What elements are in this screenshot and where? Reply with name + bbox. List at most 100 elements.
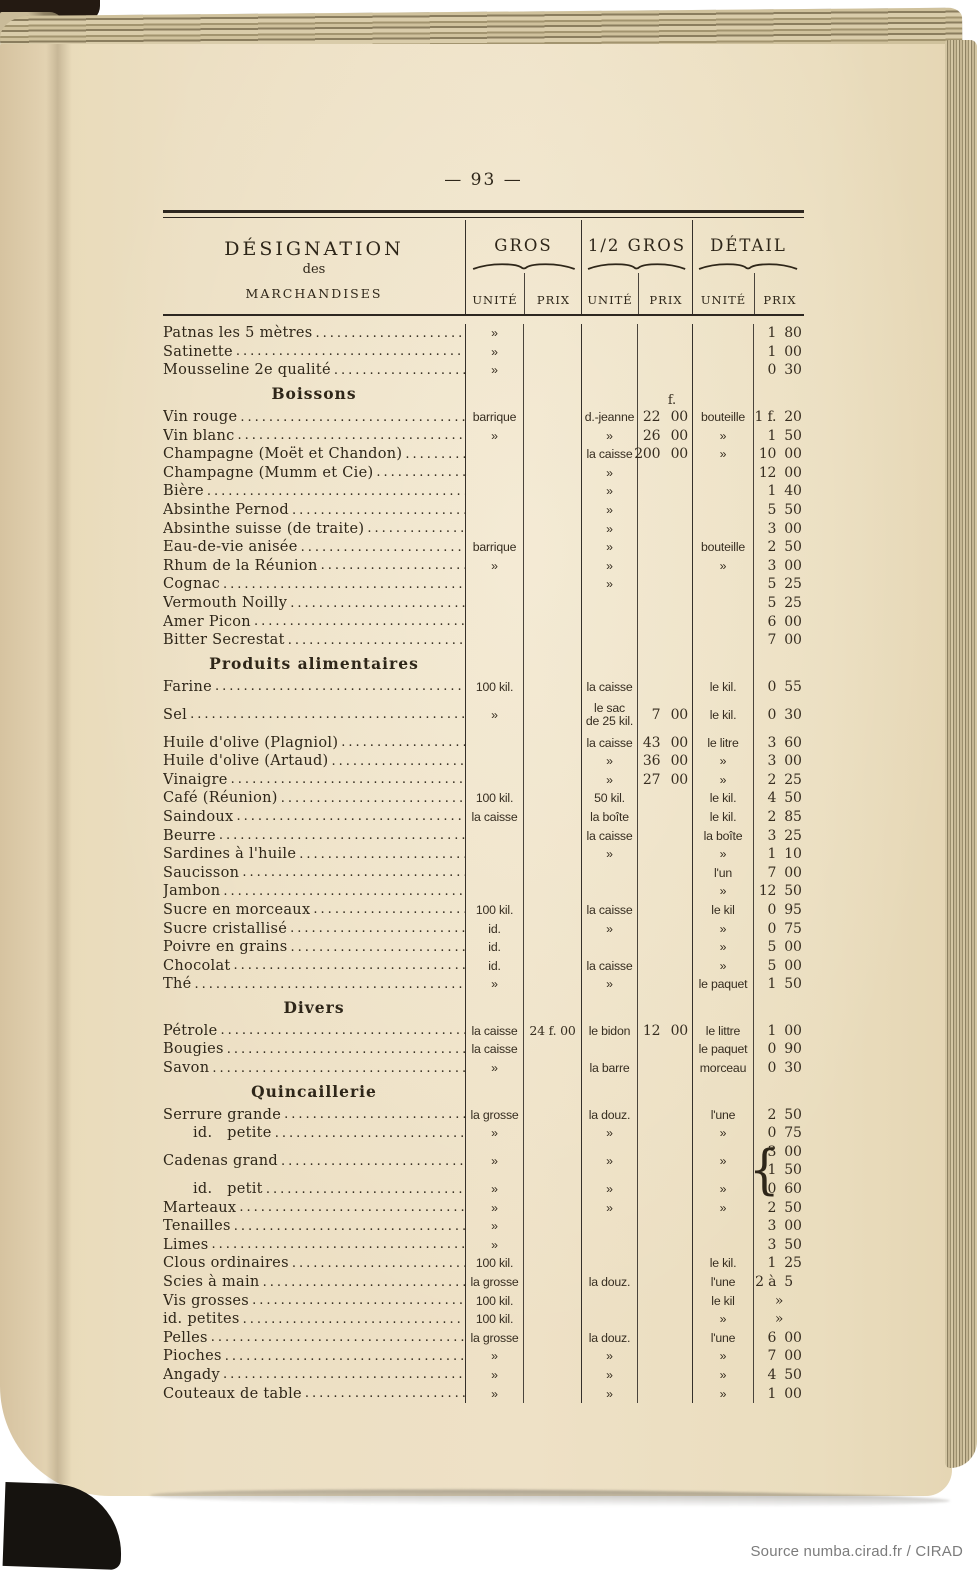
price-francs: 0 [767,920,777,937]
gros-price-cell [523,789,581,808]
detail-price-cell: 2 à 5 [753,1272,804,1292]
detail-price-cell [753,993,804,1022]
gros-unit-cell: 100 kil. [465,900,523,920]
demi-gros-unit-cell: la boîte [581,807,637,827]
demi-gros-unit-cell [581,324,637,343]
gros-unit-cell [465,826,523,845]
gros-price-cell [523,1179,581,1199]
gros-unit-cell: » [465,426,523,445]
table-row: Clous ordinaires 100 kil. le kil. 1 25 [163,1254,804,1273]
gros-price-cell [523,361,581,380]
designation-cell: Amer Picon [163,612,465,631]
price-line: 1 50 [754,1161,804,1179]
demi-gros-unit-cell: » [581,1179,637,1199]
detail-unit-cell: » [692,1142,753,1180]
designation-cell: Poivre en grains [163,938,465,957]
gros-unit-cell: » [465,1365,523,1385]
price-francs: 0 [767,362,777,379]
gros-price-cell [523,1216,581,1236]
designation-cell: Sel [163,696,465,733]
gros-unit-cell: » [465,975,523,994]
price-centimes: 00 [784,520,802,537]
gros-unit-cell [465,444,523,464]
detail-price-cell: 3 00 [753,751,804,771]
header-brace-squiggle [472,263,575,270]
detail-price-cell: 0 95 [753,900,804,920]
section-row: Produits alimentaires [163,649,804,678]
table-row: Bitter Secrestat 7 00 [163,630,804,650]
gros-unit-cell: » [465,1384,523,1403]
gros-price-cell [523,593,581,613]
price-francs: 12 [758,464,777,481]
item-label: Vin rouge [163,409,238,426]
price-centimes: 25 [784,1255,802,1272]
demi-gros-unit-cell: » [581,975,637,994]
detail-unit-cell: bouteille [692,407,753,427]
detail-price-cell: 6 00 [753,1328,804,1348]
gros-unit-cell: » [465,1123,523,1143]
dot-leader [233,344,465,359]
table-row: Huile d'olive (Artaud) »36 00» 3 00 [163,751,804,771]
detail-price-cell: 5 25 [753,593,804,613]
item-label: Absinthe suisse (de traite) [163,520,365,537]
group-header-detail: DÉTAIL UNITÉ PRIX [692,220,804,314]
detail-price-cell: 3 00 [753,556,804,576]
gros-price-cell [523,649,581,678]
price-centimes: 50 [784,1162,802,1179]
price-francs: 3 [767,827,777,844]
item-label: Café (Réunion) [163,790,278,807]
demi-gros-price-cell [637,900,692,920]
price-francs: 1 [767,1255,777,1272]
price-centimes: 75 [784,920,802,937]
demi-gros-unit-cell: » [581,482,637,501]
detail-price-cell: 0 60 [753,1179,804,1199]
demi-gros-unit-cell [581,1077,637,1106]
gros-price-cell [523,575,581,594]
dot-leader [278,791,465,806]
price-francs: 7 [767,632,777,649]
dot-leader [263,1182,465,1197]
demi-gros-unit-cell: d.-jeanne [581,407,637,427]
demi-gros-price-cell [637,1309,692,1329]
gros-unit-cell [465,500,523,520]
gros-price-cell [523,677,581,697]
gros-unit-cell: » [465,361,523,380]
detail-unit-cell [692,993,753,1022]
price-centimes: 00 [784,864,802,881]
price-table: — 93 — DÉSIGNATION des MARCHANDISES GROS… [163,170,804,1403]
detail-unit-cell: le paquet [692,975,753,994]
dot-leader [289,1256,465,1271]
designation-cell: Sucre en morceaux [163,901,465,920]
designation-cell: Scies à main [163,1273,465,1292]
dot-leader [220,577,465,592]
table-row: Vin blanc»»26 00»150 [163,426,804,445]
item-label: Poivre en grains [163,939,288,956]
demi-gros-unit-cell: » [581,1384,637,1403]
detail-price-cell: 1 50 [753,426,804,445]
demi-gros-unit-cell [581,993,637,1022]
item-label: Cadenas grand [163,1153,279,1170]
demi-gros-price-cell [637,975,692,994]
demi-gros-unit-cell: la caisse [581,900,637,920]
detail-unit-cell [692,649,753,678]
detail-unit-cell: » [692,770,753,790]
item-label: Champagne (Mumm et Cie) [163,464,374,481]
gros-price-cell [523,1077,581,1106]
demi-gros-unit-cell [581,1235,637,1255]
grouping-brace: { [749,1138,780,1201]
dot-leader [318,558,465,573]
demi-gros-price-cell: 26 00 [637,426,692,445]
gros-price-cell [523,1235,581,1255]
item-label: Chocolat [163,957,231,974]
item-label: Bière [163,483,204,500]
designation-cell: Bougies [163,1040,465,1059]
price-francs: 3 [767,734,777,751]
price-centimes: 30 [784,706,802,723]
gros-unit-cell: » [465,1198,523,1217]
unit-column-label: UNITÉ [472,293,518,307]
price-francs: 1 [767,483,777,500]
detail-price-cell: 0 90 [753,1040,804,1059]
